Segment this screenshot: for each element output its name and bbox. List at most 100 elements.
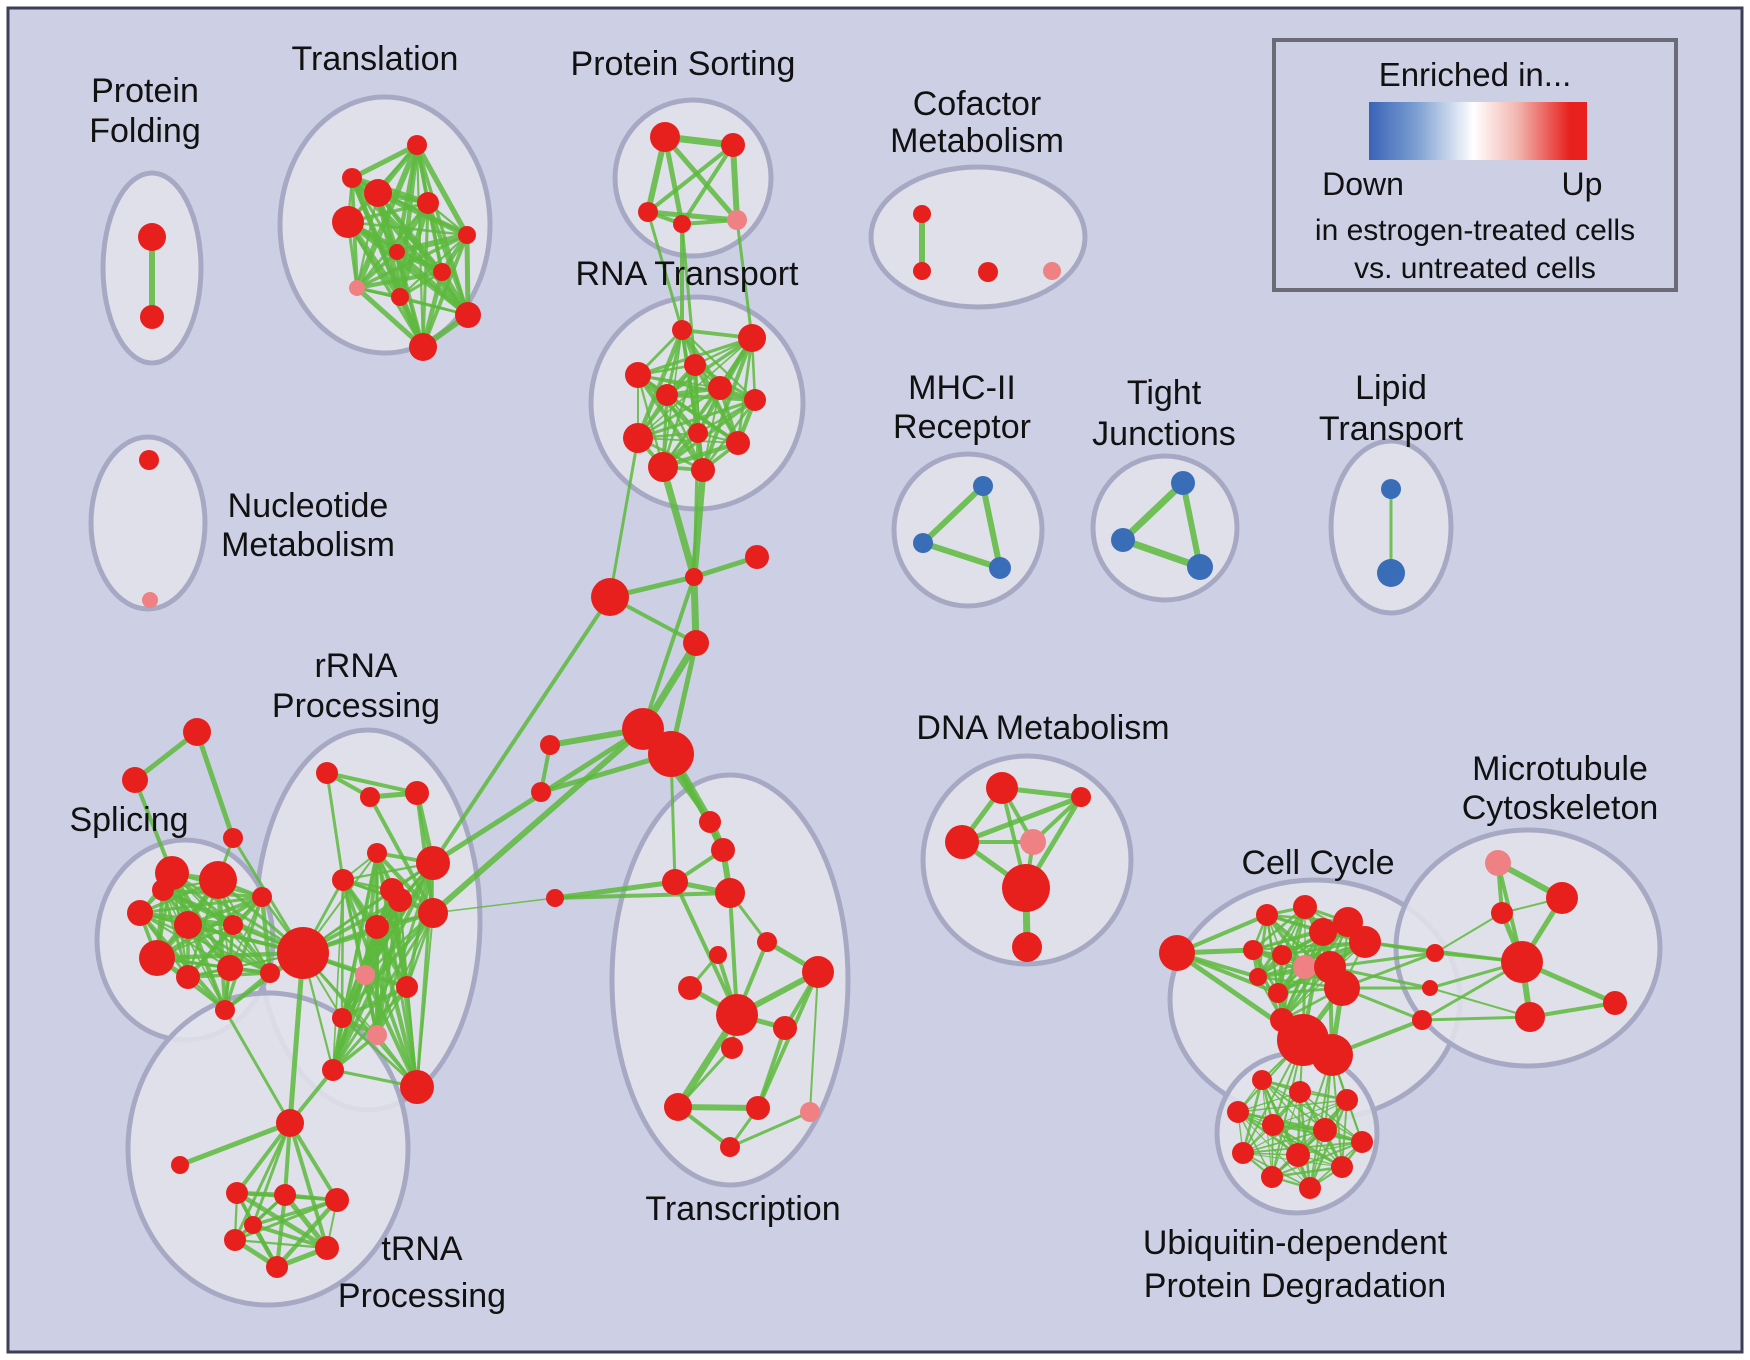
network-node-n9[interactable] <box>244 1216 262 1234</box>
network-node-y3[interactable] <box>1293 895 1317 919</box>
network-node-q4[interactable] <box>367 843 387 863</box>
network-node-c11[interactable] <box>773 1016 797 1040</box>
network-node-u5[interactable] <box>1262 1114 1284 1136</box>
network-node-y10[interactable] <box>1249 968 1267 986</box>
network-node-q3[interactable] <box>405 781 429 805</box>
network-node-m6[interactable] <box>1603 991 1627 1015</box>
network-node-u3[interactable] <box>1336 1089 1358 1111</box>
network-node-m2[interactable] <box>1546 882 1578 914</box>
network-node-s4[interactable] <box>673 215 691 233</box>
network-node-t10[interactable] <box>455 302 481 328</box>
network-node-n8[interactable] <box>266 1256 288 1278</box>
network-node-r12[interactable] <box>691 458 715 482</box>
network-node-u10[interactable] <box>1331 1156 1353 1178</box>
network-node-cf3[interactable] <box>978 262 998 282</box>
network-node-n3[interactable] <box>226 1182 248 1204</box>
network-node-n6[interactable] <box>224 1229 246 1251</box>
network-node-c14[interactable] <box>746 1096 770 1120</box>
network-node-r1[interactable] <box>672 320 692 340</box>
network-node-mh2[interactable] <box>913 533 933 553</box>
network-node-t7[interactable] <box>433 263 451 281</box>
network-node-u7[interactable] <box>1351 1131 1373 1153</box>
network-node-c5[interactable] <box>546 889 564 907</box>
network-node-t12[interactable] <box>342 168 362 188</box>
network-node-q17[interactable] <box>400 1070 434 1104</box>
network-node-d6[interactable] <box>1012 932 1042 962</box>
network-node-cf2[interactable] <box>913 262 931 280</box>
network-node-r10[interactable] <box>726 431 750 455</box>
network-node-c15[interactable] <box>800 1102 820 1122</box>
network-node-t9[interactable] <box>391 288 409 306</box>
network-node-y2[interactable] <box>1256 904 1278 926</box>
network-node-p9[interactable] <box>139 940 175 976</box>
network-node-p13[interactable] <box>252 887 272 907</box>
network-node-p6[interactable] <box>127 900 153 926</box>
network-node-p10[interactable] <box>176 965 200 989</box>
network-node-r7[interactable] <box>744 389 766 411</box>
network-node-d4[interactable] <box>1020 829 1046 855</box>
network-node-u9[interactable] <box>1286 1143 1310 1167</box>
network-node-l2[interactable] <box>531 782 551 802</box>
network-node-p3[interactable] <box>223 828 243 848</box>
network-node-lp1[interactable] <box>1381 479 1401 499</box>
network-node-c2[interactable] <box>711 838 735 862</box>
network-node-p2[interactable] <box>122 767 148 793</box>
network-node-h2[interactable] <box>648 731 694 777</box>
network-node-u1[interactable] <box>1252 1070 1272 1090</box>
network-node-l1[interactable] <box>540 735 560 755</box>
network-node-pf1[interactable] <box>138 223 166 251</box>
network-node-y4[interactable] <box>1243 940 1263 960</box>
network-node-s1[interactable] <box>650 122 680 152</box>
network-node-t6[interactable] <box>389 244 405 260</box>
network-node-r9[interactable] <box>688 423 708 443</box>
network-node-hub[interactable] <box>277 927 329 979</box>
network-node-q9[interactable] <box>365 915 389 939</box>
network-node-y9[interactable] <box>1293 955 1317 979</box>
network-node-q16[interactable] <box>322 1059 344 1081</box>
network-node-x1[interactable] <box>1426 944 1444 962</box>
network-node-cf4[interactable] <box>1043 262 1061 280</box>
network-node-t8[interactable] <box>349 280 365 296</box>
network-node-p5[interactable] <box>199 861 237 899</box>
network-node-cf1[interactable] <box>913 205 931 223</box>
network-node-j1[interactable] <box>685 568 703 586</box>
network-node-p8[interactable] <box>174 911 202 939</box>
network-node-nm2[interactable] <box>142 592 158 608</box>
network-node-r5[interactable] <box>708 376 732 400</box>
network-node-t2[interactable] <box>364 179 392 207</box>
network-node-mh1[interactable] <box>973 476 993 496</box>
network-node-c3[interactable] <box>662 869 688 895</box>
network-node-n1[interactable] <box>276 1109 304 1137</box>
network-node-q1[interactable] <box>316 762 338 784</box>
network-node-m4[interactable] <box>1501 941 1543 983</box>
network-node-n4[interactable] <box>274 1184 296 1206</box>
network-node-q12[interactable] <box>418 898 448 928</box>
network-node-r8[interactable] <box>623 423 653 453</box>
network-node-n5[interactable] <box>325 1188 349 1212</box>
network-node-r11[interactable] <box>648 452 678 482</box>
network-node-u11[interactable] <box>1261 1166 1283 1188</box>
network-node-r2[interactable] <box>738 324 766 352</box>
network-node-c6[interactable] <box>709 946 727 964</box>
network-node-d3[interactable] <box>945 825 979 859</box>
network-node-lp2[interactable] <box>1377 559 1405 587</box>
network-node-j3[interactable] <box>683 630 709 656</box>
network-node-tj2[interactable] <box>1111 528 1135 552</box>
network-node-p15[interactable] <box>215 1000 235 1020</box>
network-node-s2[interactable] <box>721 133 745 157</box>
network-node-p7[interactable] <box>152 879 174 901</box>
network-node-u4[interactable] <box>1227 1101 1249 1123</box>
network-node-j2[interactable] <box>745 545 769 569</box>
network-node-c7[interactable] <box>757 932 777 952</box>
network-node-d2[interactable] <box>1071 787 1091 807</box>
network-node-u12[interactable] <box>1299 1177 1321 1199</box>
network-node-u8[interactable] <box>1232 1142 1254 1164</box>
network-node-c1[interactable] <box>699 811 721 833</box>
network-node-y1[interactable] <box>1159 935 1195 971</box>
network-node-x3[interactable] <box>1412 1010 1432 1030</box>
network-node-n2[interactable] <box>171 1156 189 1174</box>
network-node-t5[interactable] <box>458 226 476 244</box>
network-node-y15[interactable] <box>1311 1034 1353 1076</box>
network-node-y16[interactable] <box>1270 1008 1294 1032</box>
